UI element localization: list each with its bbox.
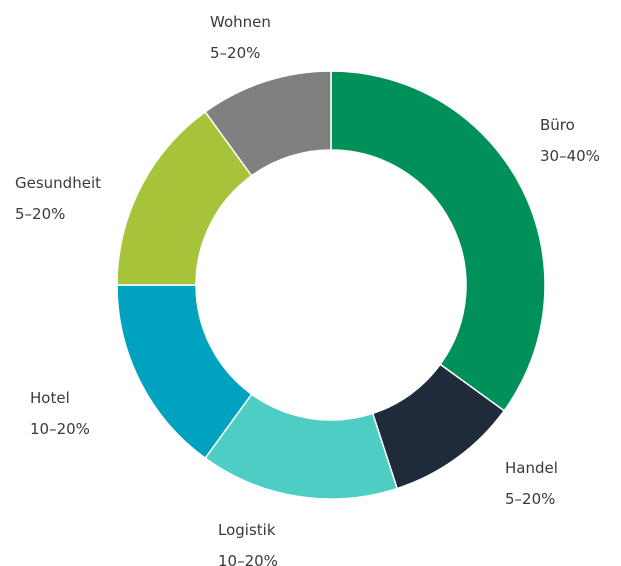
slice-range: 30–40% — [540, 147, 600, 165]
slice-range: 10–20% — [218, 552, 278, 566]
slice-label: Büro — [540, 116, 575, 134]
slice-range: 5–20% — [505, 490, 555, 508]
slice — [204, 70, 332, 177]
slice-range: 5–20% — [15, 205, 65, 223]
slice-range: 5–20% — [210, 44, 260, 62]
slice — [330, 70, 546, 412]
slice-label: Hotel — [30, 389, 70, 407]
slice-label: Wohnen — [210, 13, 271, 31]
slice-range: 10–20% — [30, 420, 90, 438]
slice-label: Handel — [505, 459, 558, 477]
slice-label: Logistik — [218, 521, 276, 539]
slice-label: Gesundheit — [15, 174, 101, 192]
